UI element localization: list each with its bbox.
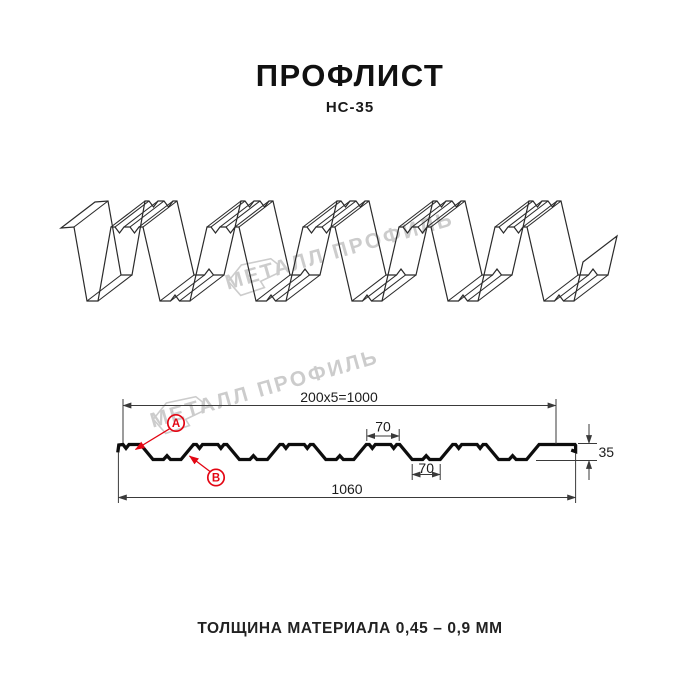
dimension-valley-width: 70	[411, 460, 441, 480]
callout-b-label: B	[212, 473, 220, 485]
dimension-crest-width-value: 70	[375, 419, 391, 435]
dimension-height-value: 35	[599, 444, 615, 460]
callout-a-label: A	[172, 418, 180, 430]
sheet-outline	[59, 200, 618, 302]
watermark-brand: МЕТАЛЛ ПРОФИЛЬ	[223, 207, 457, 297]
callout-a: A	[134, 413, 186, 451]
dimension-top-width-value: 200x5=1000	[300, 389, 378, 405]
brand-logo-icon	[227, 257, 279, 297]
profile-3d-view	[59, 200, 618, 302]
dimension-valley-width-value: 70	[418, 460, 434, 476]
thickness-note: ТОЛЩИНА МАТЕРИАЛА 0,45 – 0,9 ММ	[197, 620, 503, 637]
profile-cross-section: 200x5=1000 70 70 35 1	[116, 389, 614, 503]
cross-section-profile-line	[116, 442, 578, 462]
sheet-rib-lines	[73, 200, 609, 302]
dimension-total-width: 1060	[117, 452, 577, 503]
dimension-top-width: 200x5=1000	[122, 389, 557, 444]
dimension-total-width-value: 1060	[331, 481, 362, 497]
profile-model-code: НС-35	[325, 99, 375, 116]
dimension-crest-width: 70	[366, 419, 400, 441]
page-title: ПРОФЛИСТ	[255, 58, 445, 93]
callout-b: B	[188, 455, 226, 487]
dimension-height: 35	[536, 424, 614, 480]
